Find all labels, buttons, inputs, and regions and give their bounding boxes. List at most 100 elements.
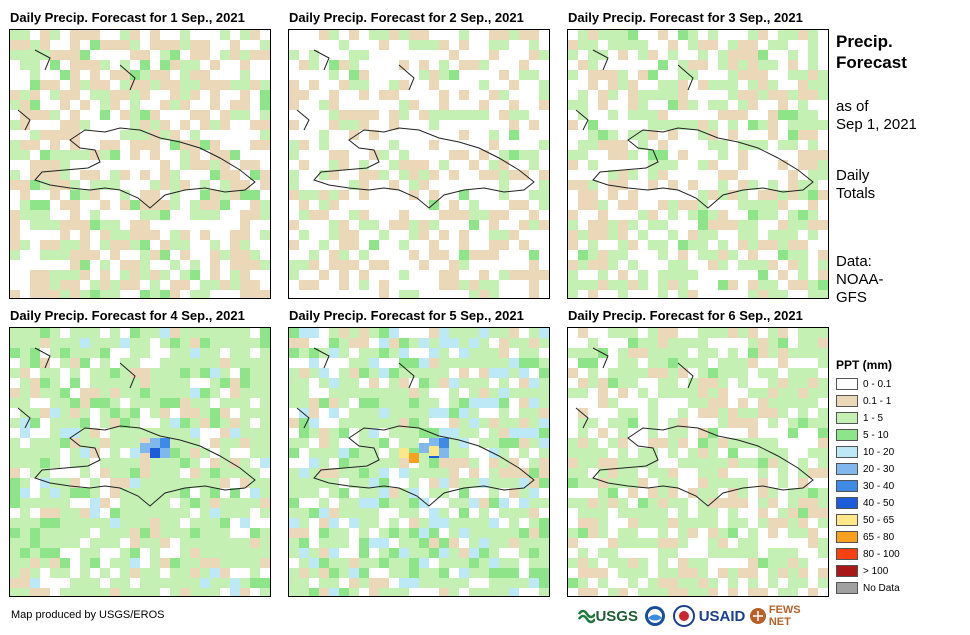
precip-cell — [100, 408, 110, 418]
precip-cell — [220, 438, 230, 448]
precip-cell — [608, 328, 618, 338]
precip-cell — [90, 478, 100, 488]
precip-cell — [110, 40, 120, 50]
precip-cell — [200, 110, 210, 120]
precip-cell — [260, 120, 270, 130]
precip-cell — [728, 528, 738, 538]
precip-cell — [658, 30, 668, 40]
precip-cell — [349, 558, 359, 568]
precip-cell — [628, 578, 638, 588]
precip-cell — [798, 270, 808, 280]
precip-cell — [80, 220, 90, 230]
precip-cell — [429, 528, 439, 538]
precip-cell — [628, 40, 638, 50]
precip-cell — [788, 428, 798, 438]
precip-cell — [598, 528, 608, 538]
precip-cell — [250, 170, 260, 180]
precip-cell — [698, 448, 708, 458]
precip-cell — [678, 338, 688, 348]
precip-cell — [60, 588, 70, 596]
precip-cell — [568, 438, 578, 448]
precip-cell — [539, 418, 549, 428]
precip-cell — [160, 528, 170, 538]
precip-cell — [818, 498, 828, 508]
precip-cell — [80, 468, 90, 478]
precip-cell — [180, 548, 190, 558]
precip-cell — [90, 150, 100, 160]
precip-cell — [419, 368, 429, 378]
precip-cell — [339, 418, 349, 428]
precip-cell — [120, 40, 130, 50]
precip-cell — [369, 418, 379, 428]
precip-cell — [240, 328, 250, 338]
precip-cell — [818, 508, 828, 518]
precip-cell — [389, 348, 399, 358]
precip-cell — [339, 488, 349, 498]
precip-cell — [479, 398, 489, 408]
precip-cell — [519, 60, 529, 70]
precip-cell — [409, 453, 419, 463]
precip-cell — [449, 50, 459, 60]
precip-cell — [728, 90, 738, 100]
precip-cell — [628, 528, 638, 538]
precip-cell — [349, 50, 359, 60]
precip-cell — [479, 508, 489, 518]
precip-cell — [190, 448, 200, 458]
precip-cell — [708, 160, 718, 170]
precip-cell — [50, 448, 60, 458]
precip-cell — [419, 260, 429, 270]
precip-cell — [489, 140, 499, 150]
precip-cell — [429, 408, 439, 418]
precip-cell — [419, 428, 429, 438]
precip-cell — [289, 538, 299, 548]
precip-cell — [568, 388, 578, 398]
precip-cell — [618, 140, 628, 150]
precip-cell — [628, 240, 638, 250]
precip-cell — [20, 240, 30, 250]
precip-cell — [339, 538, 349, 548]
precip-cell — [339, 508, 349, 518]
precip-cell — [359, 538, 369, 548]
precip-cell — [529, 260, 539, 270]
precip-cell — [40, 388, 50, 398]
precip-cell — [519, 418, 529, 428]
precip-cell — [140, 378, 150, 388]
precip-cell — [539, 518, 549, 528]
precip-cell — [289, 378, 299, 388]
precip-cell — [449, 478, 459, 488]
precip-cell — [718, 100, 728, 110]
precip-cell — [798, 150, 808, 160]
precip-cell — [399, 30, 409, 40]
precip-cell — [389, 378, 399, 388]
precip-cell — [499, 558, 509, 568]
precip-cell — [638, 448, 648, 458]
precip-cell — [469, 478, 479, 488]
precip-cell — [578, 30, 588, 40]
precip-cell — [100, 338, 110, 348]
precip-cell — [20, 578, 30, 588]
precip-cell — [598, 568, 608, 578]
precip-cell — [50, 338, 60, 348]
precip-cell — [170, 558, 180, 568]
precip-cell — [708, 488, 718, 498]
precip-cell — [170, 368, 180, 378]
precip-cell — [499, 170, 509, 180]
precip-cell — [539, 438, 549, 448]
precip-cell — [329, 110, 339, 120]
precip-cell — [359, 170, 369, 180]
precip-cell — [708, 438, 718, 448]
precip-cell — [339, 280, 349, 290]
precip-cell — [80, 428, 90, 438]
precip-cell — [668, 90, 678, 100]
precip-cell — [638, 210, 648, 220]
precip-cell — [349, 80, 359, 90]
precip-cell — [130, 100, 140, 110]
precip-cell — [499, 538, 509, 548]
precip-cell — [240, 358, 250, 368]
precip-cell — [409, 468, 419, 478]
precip-cell — [120, 30, 130, 40]
precip-cell — [369, 260, 379, 270]
precip-cell — [618, 40, 628, 50]
precip-cell — [210, 408, 220, 418]
precip-cell — [240, 290, 250, 298]
